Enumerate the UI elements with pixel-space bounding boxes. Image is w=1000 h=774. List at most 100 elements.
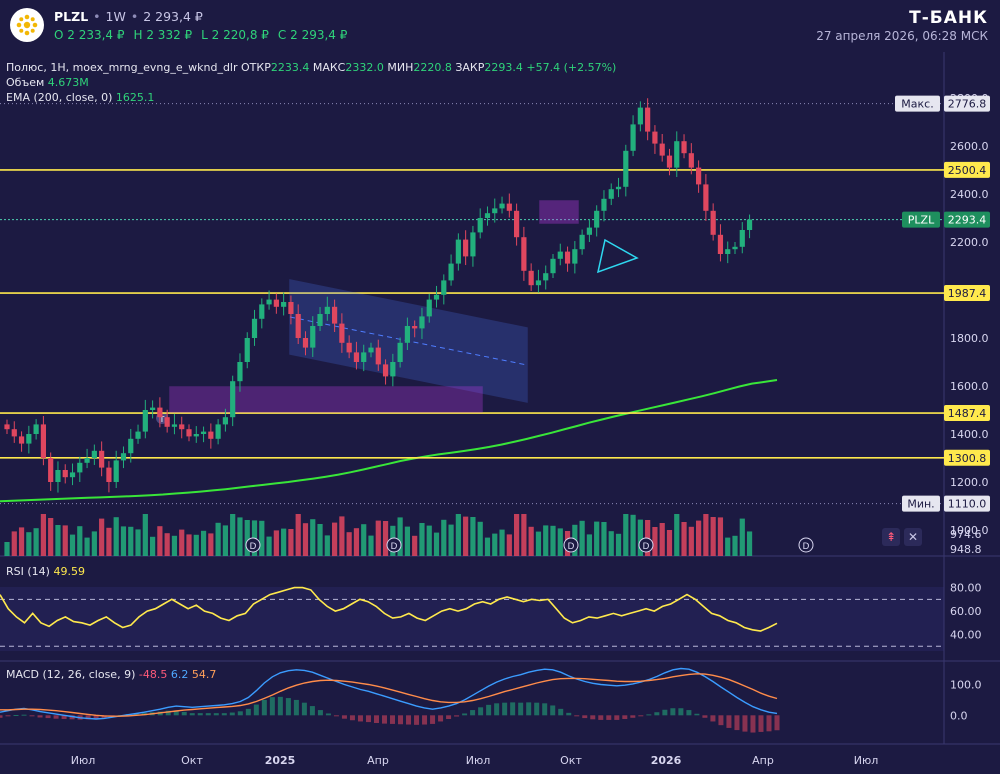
candle-body — [499, 203, 505, 209]
time-axis-label: Апр — [367, 754, 389, 767]
macd-tick-label: 0.0 — [950, 709, 968, 722]
candle-body — [237, 362, 243, 382]
macd-histogram-bar — [502, 702, 508, 716]
macd-histogram-bar — [758, 715, 764, 732]
candle-body — [295, 314, 301, 338]
macd-histogram-bar — [438, 715, 444, 722]
volume-bar — [746, 531, 753, 556]
time-axis-label: Июл — [466, 754, 491, 767]
macd-histogram-bar — [638, 715, 644, 717]
candle-body — [135, 431, 141, 439]
volume-bar — [441, 519, 447, 556]
candle-body — [579, 234, 585, 250]
price-badge — [944, 161, 990, 178]
candle-body — [302, 338, 309, 348]
candle-body — [266, 299, 272, 305]
open-label: ОТКР — [241, 61, 271, 74]
dividend-icon — [386, 537, 402, 553]
volume-bar — [448, 524, 454, 556]
candle-body — [696, 167, 702, 185]
volume-label: Объем — [6, 76, 45, 89]
price-chart[interactable]: 2800.02600.02400.02200.02000.01800.01600… — [0, 52, 1000, 774]
dividend-icon-label: D — [568, 542, 575, 552]
volume-bar — [630, 514, 636, 556]
price-tick-label: 2200.0 — [950, 236, 989, 249]
candle-body — [623, 150, 629, 187]
volume-bar — [164, 533, 170, 556]
volume-bar — [586, 534, 592, 556]
time-axis-label: Окт — [560, 754, 582, 767]
volume-bar — [492, 533, 498, 556]
interval-label[interactable]: 1W — [105, 9, 126, 24]
macd-histogram-bar — [261, 699, 267, 716]
volume-bar — [332, 522, 338, 556]
macd-histogram-bar — [309, 706, 315, 716]
volume-bar — [84, 537, 90, 556]
macd-histogram-bar — [197, 713, 203, 716]
macd-histogram-bar — [446, 715, 452, 719]
price-tick-label: 2600.0 — [950, 140, 989, 153]
volume-bar — [113, 517, 119, 556]
macd-histogram-bar — [381, 715, 387, 724]
macd-histogram-bar — [694, 713, 700, 716]
candle-body — [186, 429, 192, 437]
macd-histogram-bar — [237, 711, 243, 716]
candle-body — [142, 410, 148, 432]
high-value: H 2 332 ₽ — [133, 28, 193, 42]
candle-body — [128, 438, 134, 454]
dividend-icon-label: D — [803, 542, 810, 552]
badge-tag-text: Макс. — [901, 98, 933, 111]
candle-body — [688, 153, 694, 168]
candle-body — [164, 417, 170, 427]
volume-bar — [353, 528, 360, 556]
candle-body — [746, 219, 753, 230]
ticker-symbol[interactable]: PLZL — [54, 9, 89, 24]
price-badge — [944, 405, 990, 422]
macd-histogram-bar — [654, 712, 660, 716]
macd-histogram-bar — [61, 715, 67, 719]
price-badge-text: 1110.0 — [948, 498, 987, 511]
candle-body — [179, 424, 185, 430]
candle-body — [230, 381, 236, 418]
alert-icon[interactable]: ⇞ — [882, 528, 900, 546]
macd-histogram-bar — [686, 710, 692, 716]
macd-hist-value: -48.5 — [138, 668, 168, 681]
price-badge-text: 1487.4 — [948, 407, 987, 420]
volume-tick-label: 948.8 — [950, 543, 982, 556]
badge-tag — [902, 495, 940, 512]
close-icon[interactable]: ✕ — [904, 528, 922, 546]
macd-histogram-bar — [646, 714, 652, 716]
macd-histogram-bar — [341, 715, 347, 719]
candle-body — [477, 218, 483, 233]
macd-histogram-bar — [710, 715, 716, 722]
volume-bar — [106, 527, 112, 556]
macd-signal-value: 54.7 — [191, 668, 217, 681]
volume-bar — [463, 516, 469, 556]
price-tick-label: 1800.0 — [950, 332, 989, 345]
macd-signal-line — [0, 673, 778, 717]
macd-histogram-bar — [301, 702, 307, 716]
volume-bar — [717, 517, 724, 556]
volume-bar — [528, 526, 534, 556]
rsi-tick-label: 60.00 — [950, 605, 982, 618]
candle-body — [200, 431, 207, 434]
candle-body — [332, 306, 338, 324]
volume-bar — [477, 521, 483, 556]
candle-body — [77, 462, 83, 473]
badge-tag — [902, 211, 940, 228]
volume-bar — [506, 534, 512, 556]
price-badge — [944, 285, 990, 302]
candle-body — [666, 155, 673, 168]
time-axis-label: Апр — [752, 754, 774, 767]
consolidation-box — [539, 200, 579, 224]
volume-bar — [412, 535, 418, 556]
price-badge — [944, 211, 990, 228]
candle-body — [62, 470, 68, 478]
volume-bar — [77, 526, 83, 556]
price-badge — [944, 95, 990, 112]
candle-body — [586, 227, 592, 235]
candle-body — [353, 352, 360, 362]
volume-bar — [317, 524, 323, 556]
candle-body — [99, 450, 105, 468]
macd-label: MACD (12, 26, close, 9) — [6, 668, 136, 681]
